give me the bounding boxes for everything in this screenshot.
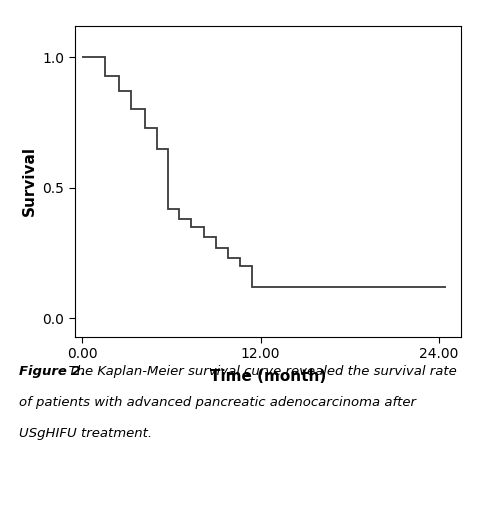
Text: Figure 2.: Figure 2. (19, 365, 86, 378)
Text: of patients with advanced pancreatic adenocarcinoma after: of patients with advanced pancreatic ade… (19, 396, 416, 409)
Y-axis label: Survival: Survival (22, 146, 37, 217)
X-axis label: Time (month): Time (month) (210, 369, 326, 384)
Text: The Kaplan-Meier survival curve revealed the survival rate: The Kaplan-Meier survival curve revealed… (60, 365, 457, 378)
Text: USgHIFU treatment.: USgHIFU treatment. (19, 427, 153, 440)
